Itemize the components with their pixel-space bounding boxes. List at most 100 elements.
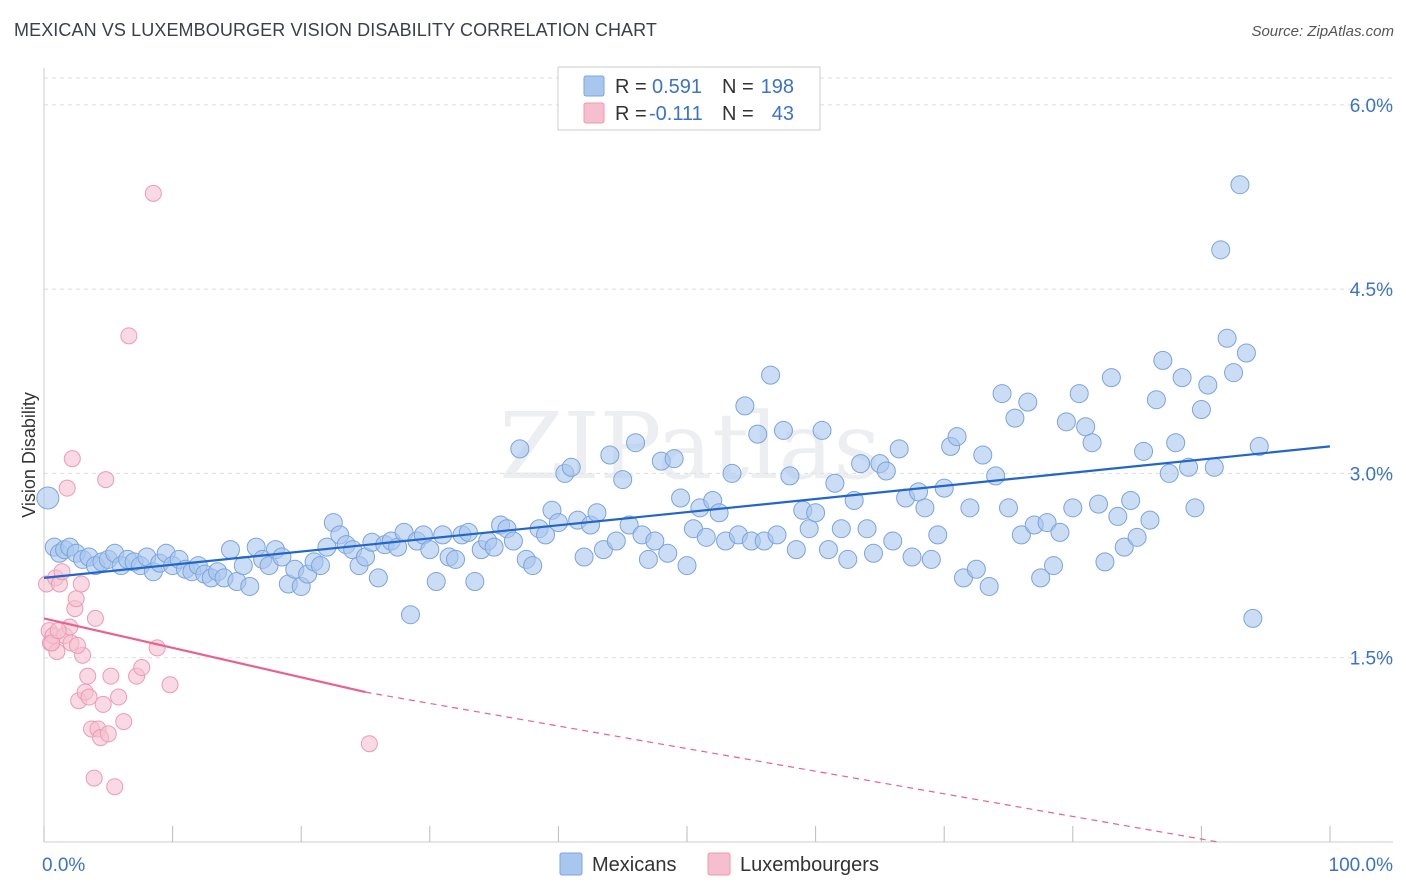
- mexican-point-109: [735, 396, 755, 416]
- mexican-point-70: [484, 537, 504, 557]
- mexican-point-127: [851, 454, 871, 474]
- luxembourger-point-27: [97, 471, 115, 489]
- luxembourger-point-35: [133, 659, 151, 677]
- mexican-point-187: [1236, 343, 1256, 363]
- bottom-legend-label-luxembourgers: Luxembourgers: [740, 854, 879, 876]
- luxembourger-point-12: [63, 450, 81, 468]
- mexican-point-133: [889, 439, 909, 459]
- mexican-point-103: [696, 527, 716, 547]
- mexican-point-173: [1146, 390, 1166, 410]
- mexican-point-117: [786, 540, 806, 560]
- legend-r-label-2: R =: [615, 103, 647, 125]
- axes: [43, 68, 1393, 843]
- mexican-point-181: [1198, 375, 1218, 395]
- chart-source: Source: ZipAtlas.com: [1251, 23, 1394, 40]
- mexican-point-163: [1082, 433, 1102, 453]
- mexican-point-167: [1108, 506, 1128, 526]
- legend-n-value-1: 198: [761, 76, 794, 98]
- mexican-point-95: [645, 531, 665, 551]
- luxembourger-point-32: [115, 713, 133, 731]
- luxembourger-point-33: [120, 327, 138, 345]
- mexican-point-120: [806, 503, 826, 523]
- mexican-point-137: [915, 498, 935, 518]
- series-legend: Mexicans Luxembourgers: [559, 852, 879, 876]
- luxembourger-point-20: [80, 688, 98, 706]
- bottom-legend-label-mexicans: Mexicans: [592, 854, 676, 876]
- mexican-point-31: [233, 556, 253, 576]
- luxembourger-point-16: [72, 575, 90, 593]
- mexican-point-159: [1056, 412, 1076, 432]
- mexican-point-178: [1179, 457, 1199, 477]
- mexican-point-161: [1069, 384, 1089, 404]
- luxembourger-point-36: [144, 184, 162, 202]
- luxembourger-point-28: [99, 725, 117, 743]
- mexican-point-166: [1101, 368, 1121, 388]
- mexican-point-88: [600, 445, 620, 465]
- mexican-point-0: [36, 486, 60, 510]
- mexican-point-153: [1018, 392, 1038, 412]
- mexican-point-89: [606, 531, 626, 551]
- mexican-point-150: [999, 498, 1018, 518]
- legend-r-label-1: R =: [615, 76, 647, 98]
- stats-legend: R = 0.591 N = 198 R = -0.111 N = 43: [557, 66, 821, 131]
- mexican-point-186: [1230, 175, 1250, 195]
- x-tick-label-min: 0.0%: [42, 855, 85, 876]
- mexican-point-184: [1217, 328, 1237, 348]
- mexican-point-156: [1037, 513, 1057, 533]
- mexican-point-94: [638, 549, 658, 569]
- mexican-point-157: [1044, 556, 1064, 576]
- y-tick-label-1: 3.0%: [1350, 464, 1393, 485]
- mexican-point-131: [876, 461, 896, 481]
- mexican-point-76: [523, 556, 543, 576]
- mexican-point-121: [812, 420, 832, 440]
- mexican-point-99: [671, 488, 691, 508]
- luxembourger-point-41: [49, 622, 67, 640]
- mexican-point-189: [1249, 436, 1269, 456]
- mexican-point-155: [1031, 568, 1051, 588]
- mexican-point-129: [863, 543, 883, 563]
- mexican-point-149: [992, 384, 1012, 404]
- mexican-point-123: [825, 473, 845, 493]
- legend-r-value-1: 0.591: [652, 76, 702, 98]
- luxembourgers-trend-line: [43, 617, 366, 694]
- mexican-point-67: [465, 572, 485, 592]
- mexican-point-32: [240, 576, 260, 596]
- mexican-point-111: [748, 424, 768, 444]
- mexican-point-139: [928, 525, 948, 545]
- mexican-point-80: [548, 513, 568, 533]
- mexican-point-180: [1191, 400, 1211, 420]
- mexican-point-64: [446, 549, 466, 569]
- mexican-point-145: [966, 559, 986, 579]
- y-tick-label-3: 6.0%: [1350, 96, 1393, 117]
- luxembourger-point-19: [79, 667, 97, 685]
- mexican-point-169: [1121, 490, 1141, 510]
- mexican-point-90: [613, 470, 633, 490]
- trend-lines: [43, 445, 1331, 843]
- legend-n-label-1: N =: [722, 76, 754, 98]
- y-tick-labels: 1.5% 3.0% 4.5% 6.0%: [1350, 96, 1393, 670]
- mexican-point-151: [1005, 408, 1025, 428]
- mexican-point-91: [619, 515, 639, 535]
- luxembourger-point-39: [360, 735, 378, 753]
- y-tick-label-0: 1.5%: [1350, 649, 1393, 670]
- mexican-point-132: [883, 531, 903, 551]
- luxembourger-point-29: [102, 667, 120, 685]
- luxembourger-points: [38, 184, 378, 796]
- mexican-point-57: [401, 605, 421, 625]
- chart-title: MEXICAN VS LUXEMBOURGER VISION DISABILIT…: [14, 20, 658, 40]
- mexican-point-165: [1095, 552, 1115, 572]
- mexican-point-128: [857, 519, 877, 539]
- mexican-point-107: [722, 463, 742, 483]
- mexican-point-97: [658, 543, 678, 563]
- mexican-point-174: [1153, 350, 1173, 370]
- mexican-point-100: [677, 556, 697, 576]
- y-axis-title: Vision Disability: [19, 392, 39, 518]
- mexican-point-171: [1134, 441, 1154, 461]
- legend-n-value-2: 43: [772, 103, 794, 125]
- mexican-point-114: [767, 525, 787, 545]
- legend-swatch-mexicans: [583, 75, 605, 97]
- luxembourgers-trend-extension: [365, 691, 1219, 843]
- mexican-point-188: [1243, 608, 1263, 628]
- mexican-point-177: [1172, 368, 1192, 388]
- mexican-point-172: [1140, 510, 1160, 530]
